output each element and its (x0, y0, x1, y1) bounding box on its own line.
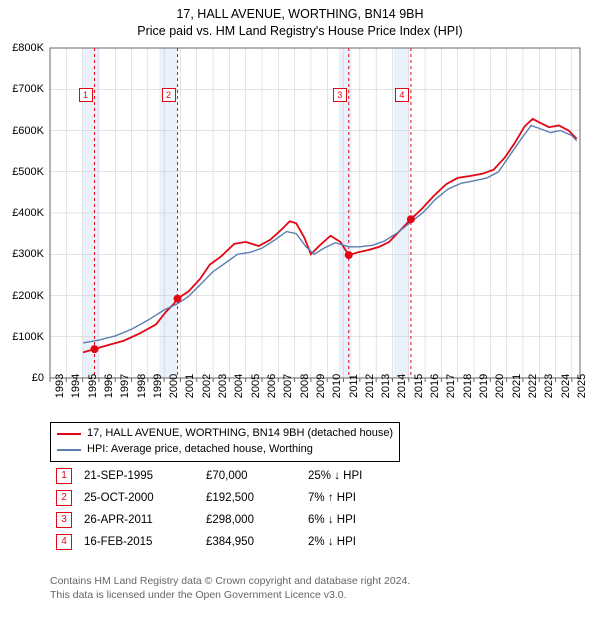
x-tick-label: 2012 (364, 374, 376, 398)
y-tick-label: £100K (0, 331, 44, 343)
x-tick-label: 2011 (348, 374, 360, 398)
y-tick-label: £800K (0, 42, 44, 54)
sale-price: £384,950 (200, 531, 302, 553)
y-tick-label: £600K (0, 125, 44, 137)
sale-row: 3 26-APR-2011£298,0006% ↓ HPI (50, 509, 368, 531)
x-tick-label: 2016 (429, 374, 441, 398)
y-tick-label: £200K (0, 290, 44, 302)
sale-price: £298,000 (200, 509, 302, 531)
y-tick-label: £400K (0, 207, 44, 219)
sale-row: 4 16-FEB-2015£384,9502% ↓ HPI (50, 531, 368, 553)
sale-date: 16-FEB-2015 (78, 531, 200, 553)
x-tick-label: 1999 (152, 374, 164, 398)
x-tick-label: 2004 (233, 374, 245, 398)
x-tick-label: 1998 (136, 374, 148, 398)
sale-num-box: 3 (56, 512, 72, 528)
x-tick-label: 2023 (543, 374, 555, 398)
x-tick-label: 2006 (266, 374, 278, 398)
x-tick-label: 1994 (70, 374, 82, 398)
sales-table: 1 21-SEP-1995£70,00025% ↓ HPI 2 25-OCT-2000… (50, 465, 368, 553)
event-marker-3: 3 (333, 88, 347, 102)
x-tick-label: 2022 (527, 374, 539, 398)
x-tick-label: 2002 (201, 374, 213, 398)
legend-row: HPI: Average price, detached house, Wort… (57, 442, 393, 458)
x-tick-label: 2021 (511, 374, 523, 398)
footnote-line1: Contains HM Land Registry data © Crown c… (50, 575, 410, 589)
legend-label: HPI: Average price, detached house, Wort… (87, 442, 313, 458)
sale-delta: 6% ↓ HPI (302, 509, 368, 531)
y-tick-label: £500K (0, 166, 44, 178)
sale-num-box: 2 (56, 490, 72, 506)
sale-delta: 7% ↑ HPI (302, 487, 368, 509)
x-tick-label: 2013 (380, 374, 392, 398)
sale-num-box: 1 (56, 468, 72, 484)
sale-row: 2 25-OCT-2000£192,5007% ↑ HPI (50, 487, 368, 509)
x-tick-label: 2001 (184, 374, 196, 398)
price-chart (0, 0, 600, 420)
x-tick-label: 1995 (87, 374, 99, 398)
x-tick-label: 2000 (168, 374, 180, 398)
sale-date: 25-OCT-2000 (78, 487, 200, 509)
legend-swatch (57, 433, 81, 435)
x-tick-label: 2008 (299, 374, 311, 398)
x-tick-label: 2019 (478, 374, 490, 398)
x-tick-label: 2003 (217, 374, 229, 398)
x-tick-label: 2020 (494, 374, 506, 398)
x-tick-label: 2024 (560, 374, 572, 398)
x-tick-label: 1993 (54, 374, 66, 398)
x-tick-label: 2010 (331, 374, 343, 398)
x-tick-label: 2025 (576, 374, 588, 398)
x-tick-label: 2005 (250, 374, 262, 398)
x-tick-label: 2014 (396, 374, 408, 398)
footnote: Contains HM Land Registry data © Crown c… (50, 575, 410, 602)
x-tick-label: 2015 (413, 374, 425, 398)
x-tick-label: 2018 (462, 374, 474, 398)
legend-swatch (57, 449, 81, 451)
x-tick-label: 2017 (445, 374, 457, 398)
x-tick-label: 1997 (119, 374, 131, 398)
x-tick-label: 2007 (282, 374, 294, 398)
y-tick-label: £300K (0, 248, 44, 260)
x-tick-label: 1996 (103, 374, 115, 398)
legend-label: 17, HALL AVENUE, WORTHING, BN14 9BH (det… (87, 426, 393, 442)
sale-date: 21-SEP-1995 (78, 465, 200, 487)
sale-date: 26-APR-2011 (78, 509, 200, 531)
sale-delta: 25% ↓ HPI (302, 465, 368, 487)
legend-box: 17, HALL AVENUE, WORTHING, BN14 9BH (det… (50, 422, 400, 462)
footnote-line2: This data is licensed under the Open Gov… (50, 589, 410, 603)
event-marker-2: 2 (162, 88, 176, 102)
sale-price: £192,500 (200, 487, 302, 509)
y-tick-label: £700K (0, 83, 44, 95)
page-root: 17, HALL AVENUE, WORTHING, BN14 9BH Pric… (0, 0, 600, 620)
sale-delta: 2% ↓ HPI (302, 531, 368, 553)
x-tick-label: 2009 (315, 374, 327, 398)
event-marker-4: 4 (395, 88, 409, 102)
sale-num-box: 4 (56, 534, 72, 550)
event-marker-1: 1 (79, 88, 93, 102)
sale-price: £70,000 (200, 465, 302, 487)
sale-row: 1 21-SEP-1995£70,00025% ↓ HPI (50, 465, 368, 487)
legend-row: 17, HALL AVENUE, WORTHING, BN14 9BH (det… (57, 426, 393, 442)
y-tick-label: £0 (0, 372, 44, 384)
